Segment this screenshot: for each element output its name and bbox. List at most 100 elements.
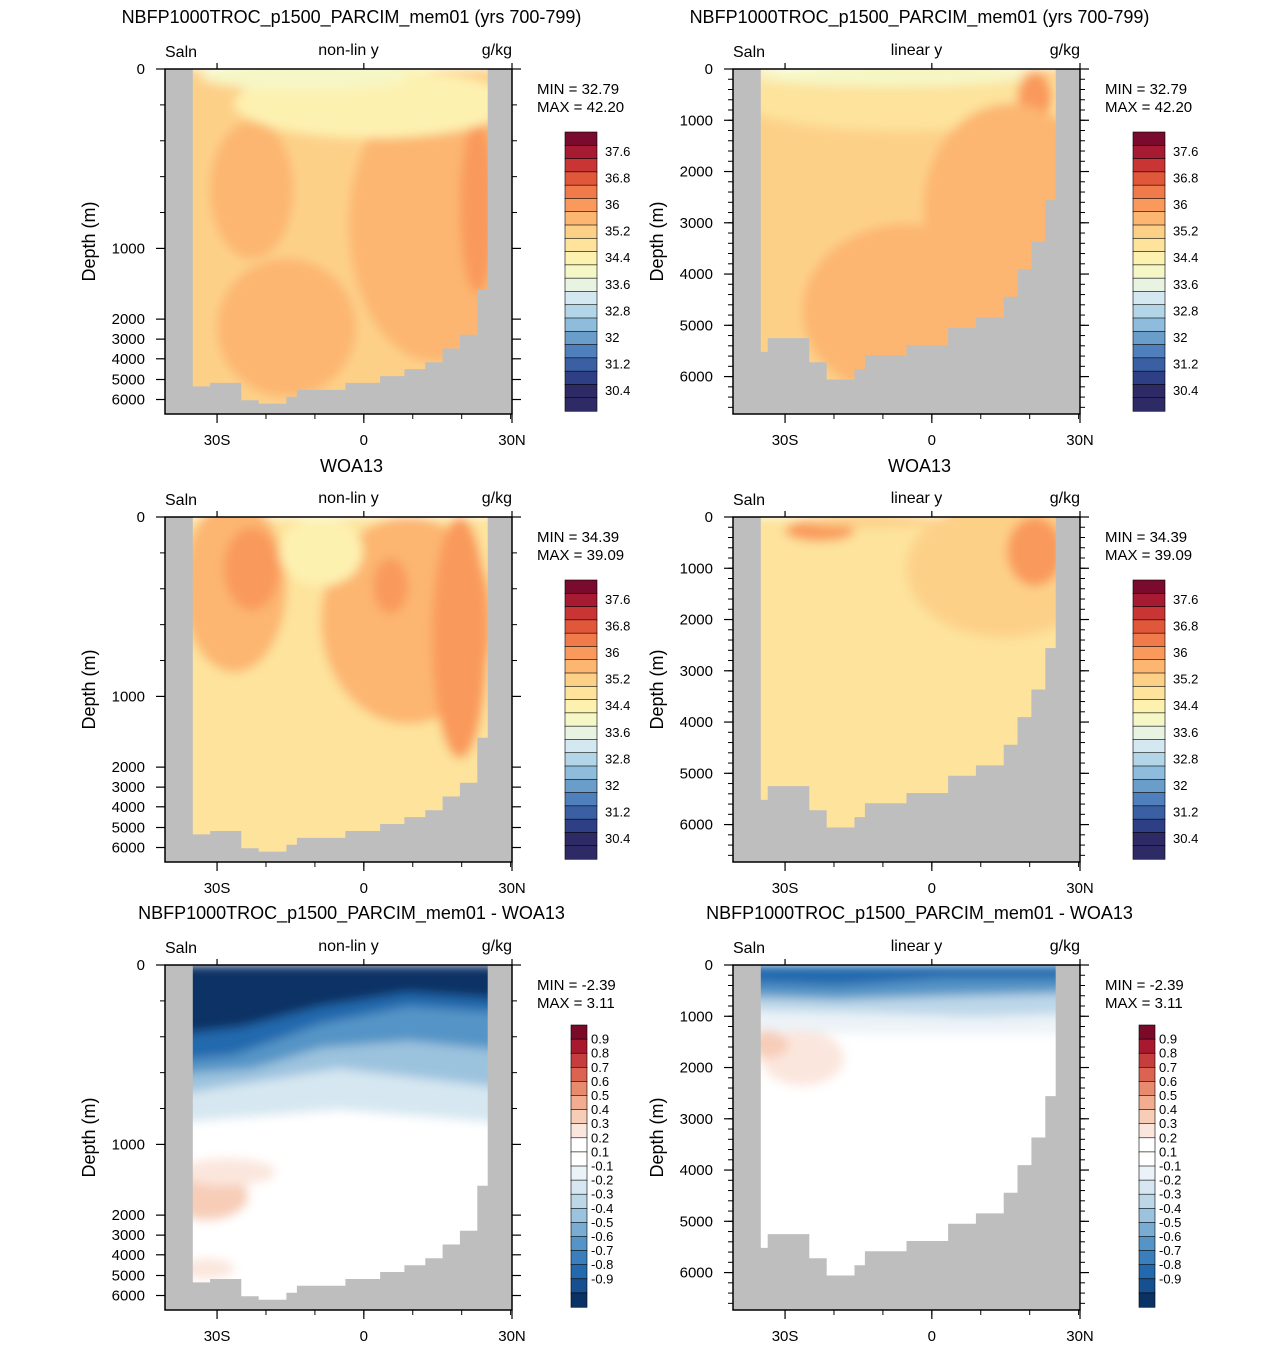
colorbar-bin — [564, 818, 598, 834]
colorbar-label: 0.2 — [1159, 1130, 1177, 1145]
colorbar-label: 0.1 — [1159, 1144, 1177, 1159]
colorbar-bin — [564, 685, 598, 701]
scale-label: linear y — [891, 938, 943, 955]
max-value-label: MAX = 42.20 — [1105, 99, 1192, 116]
chart-panel-1: NBFP1000TROC_p1500_PARCIM_mem01 (yrs 700… — [79, 7, 630, 449]
plot-frame — [732, 68, 1081, 415]
colorbar-bin — [564, 712, 598, 727]
max-value-label: MAX = 3.11 — [537, 995, 615, 1012]
colorbar-label: 36 — [605, 197, 619, 212]
units-label: g/kg — [1050, 42, 1080, 59]
bathymetry-land — [165, 69, 512, 414]
colorbar-label: 32 — [605, 330, 619, 345]
y-axis-title: Depth (m) — [647, 201, 667, 281]
colorbar-bin — [564, 699, 598, 714]
colorbar-bin — [564, 251, 598, 266]
colorbar-label: -0.8 — [591, 1257, 613, 1272]
colorbar-bin — [1138, 1151, 1156, 1167]
bathymetry-land — [165, 517, 512, 862]
colorbar-bin — [570, 1095, 588, 1111]
colorbar-label: 34.4 — [1173, 698, 1198, 713]
colorbar-bin — [1132, 291, 1166, 306]
units-label: g/kg — [482, 938, 512, 955]
x-tick-label: 30S — [772, 1328, 799, 1345]
colorbar-bin — [570, 1081, 588, 1097]
colorbar-label: 37.6 — [1173, 144, 1198, 159]
colorbar-label: -0.5 — [1159, 1215, 1181, 1230]
y-axis-title: Depth (m) — [79, 1097, 99, 1177]
y-tick-label: 6000 — [112, 1288, 145, 1305]
y-tick-label: 1000 — [680, 112, 713, 129]
colorbar-bin — [1138, 1208, 1156, 1224]
y-tick-label: 5000 — [680, 765, 713, 782]
y-tick-label: 4000 — [680, 1162, 713, 1179]
min-value-label: MIN = -2.39 — [537, 977, 616, 994]
colorbar-bin — [1132, 579, 1166, 594]
colorbar-label: -0.6 — [1159, 1229, 1181, 1244]
colorbar-bin — [1132, 131, 1166, 146]
units-label: g/kg — [1050, 938, 1080, 955]
colorbar-label: 37.6 — [605, 144, 630, 159]
colorbar-bin — [564, 158, 598, 173]
y-tick-label: 3000 — [112, 331, 145, 348]
y-tick-label: 3000 — [680, 1111, 713, 1128]
x-tick-label: 30S — [772, 880, 799, 897]
chart-panel-4: WOA13 Saln linear y g/kg 30S 0 30N 0 1000 2000 300… — [647, 456, 1198, 897]
colorbar-bin — [1132, 712, 1166, 727]
bathymetry-land — [165, 965, 512, 1310]
y-tick-label: 6000 — [112, 840, 145, 857]
chart-panel-3: WOA13 Saln non-lin y g/kg 30S 0 30N 0 1000 2000 30… — [79, 456, 630, 897]
colorbar-bin — [1132, 725, 1166, 741]
colorbar-bin — [1132, 778, 1166, 794]
y-tick-label: 6000 — [680, 817, 713, 834]
colorbar-bin — [1132, 251, 1166, 266]
colorbar-bin — [564, 646, 598, 661]
colorbar-label: 36 — [605, 645, 619, 660]
colorbar-label: -0.2 — [1159, 1173, 1181, 1188]
colorbar-label: 33.6 — [1173, 725, 1198, 740]
y-tick-label: 5000 — [680, 317, 713, 334]
x-tick-label: 30N — [1066, 432, 1094, 449]
colorbar-bin — [570, 1236, 588, 1252]
colorbar-label: 31.2 — [605, 805, 630, 820]
colorbar-bin — [1132, 659, 1166, 674]
x-tick-label: 30N — [498, 432, 526, 449]
y-tick-label: 1000 — [680, 1008, 713, 1025]
colorbar-bin — [564, 579, 598, 594]
colorbar-bin — [1132, 237, 1166, 253]
colorbar-bin — [1132, 370, 1166, 386]
y-tick-label: 5000 — [112, 372, 145, 389]
y-tick-label: 2000 — [680, 1060, 713, 1077]
colorbar-label: -0.5 — [591, 1215, 613, 1230]
colorbar-bin — [1132, 211, 1166, 226]
variable-label: Saln — [165, 940, 197, 957]
colorbar-bin — [564, 397, 598, 412]
colorbar-bin — [1132, 752, 1166, 767]
colorbar: 37.6 36.8 36 35.2 34.4 33.6 32.8 32 31.2 30.4 — [564, 579, 630, 860]
colorbar-bin — [564, 277, 598, 293]
min-value-label: MIN = -2.39 — [1105, 977, 1184, 994]
colorbar-bin — [1132, 832, 1166, 847]
colorbar-label: 0.5 — [591, 1088, 609, 1103]
min-value-label: MIN = 32.79 — [537, 81, 619, 98]
colorbar-bin — [1132, 344, 1166, 359]
x-tick-label: 0 — [360, 1328, 368, 1345]
plot-frame — [732, 964, 1081, 1311]
colorbar-bin — [1138, 1222, 1156, 1238]
y-tick-label: 0 — [705, 61, 713, 78]
y-tick-label: 3000 — [112, 1227, 145, 1244]
colorbar-label: 0.6 — [1159, 1074, 1177, 1089]
y-tick-label: 0 — [137, 509, 145, 526]
x-axis: 30S 0 30N — [772, 511, 1094, 897]
max-value-label: MAX = 39.09 — [1105, 547, 1192, 564]
colorbar-bin — [1138, 1292, 1156, 1308]
salinity-field — [733, 517, 1080, 862]
colorbar-bin — [570, 1151, 588, 1167]
colorbar-bin — [564, 237, 598, 253]
x-tick-label: 0 — [928, 432, 936, 449]
colorbar-bin — [564, 778, 598, 794]
min-value-label: MIN = 34.39 — [537, 529, 619, 546]
colorbar-bin — [564, 792, 598, 807]
colorbar-bin — [1138, 1109, 1156, 1125]
y-tick-label: 0 — [137, 957, 145, 974]
